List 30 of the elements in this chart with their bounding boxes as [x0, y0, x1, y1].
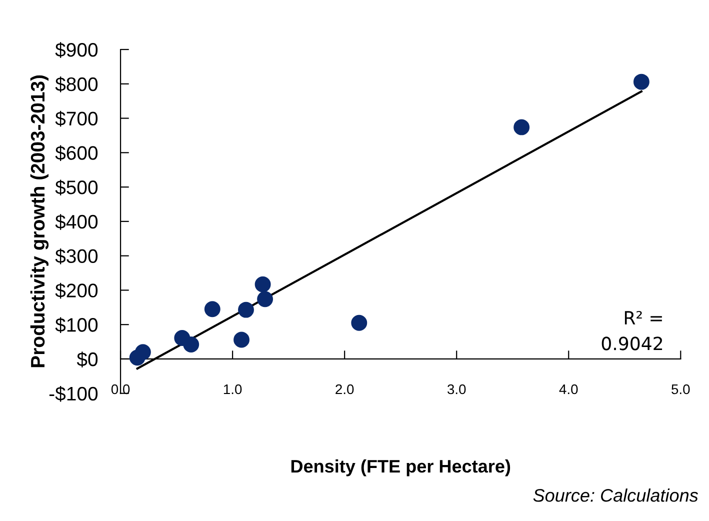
point — [204, 301, 220, 318]
point — [134, 344, 151, 360]
y-tick-label: $900 — [55, 42, 98, 58]
point — [238, 302, 254, 318]
y-tick-label: $200 — [55, 282, 98, 299]
x-tick-label: 5.0 — [672, 384, 690, 394]
point — [254, 276, 271, 292]
y-tick-label: $400 — [55, 214, 98, 230]
source-note: Source: Calculations — [533, 488, 698, 502]
x-axis-title: Density (FTE per Hectare) — [291, 459, 510, 476]
y-tick-label: $700 — [55, 110, 98, 127]
x-tick-label: 2.0 — [336, 384, 354, 394]
point — [351, 314, 368, 331]
y-tick-label: $0 — [76, 352, 98, 368]
y-tick-label: $300 — [55, 248, 98, 264]
y-tick-label: -$100 — [49, 386, 98, 402]
y-tick-label: $100 — [55, 317, 98, 333]
y-tick-label: $600 — [55, 145, 98, 162]
point — [514, 119, 530, 136]
annotation: R² = 0.9042 — [602, 310, 662, 350]
point — [633, 74, 650, 90]
x-tick-label: 1.0 — [224, 384, 242, 394]
point — [234, 332, 250, 348]
point — [257, 291, 274, 308]
x-tick-label: 3.0 — [447, 384, 466, 394]
y-tick-label: $500 — [55, 180, 98, 196]
point — [183, 336, 200, 353]
y-tick-label: $800 — [55, 76, 98, 92]
y-axis-title: Productivity growth (2003-2013) — [30, 75, 49, 368]
x-tick-label: 4.0 — [559, 384, 578, 394]
